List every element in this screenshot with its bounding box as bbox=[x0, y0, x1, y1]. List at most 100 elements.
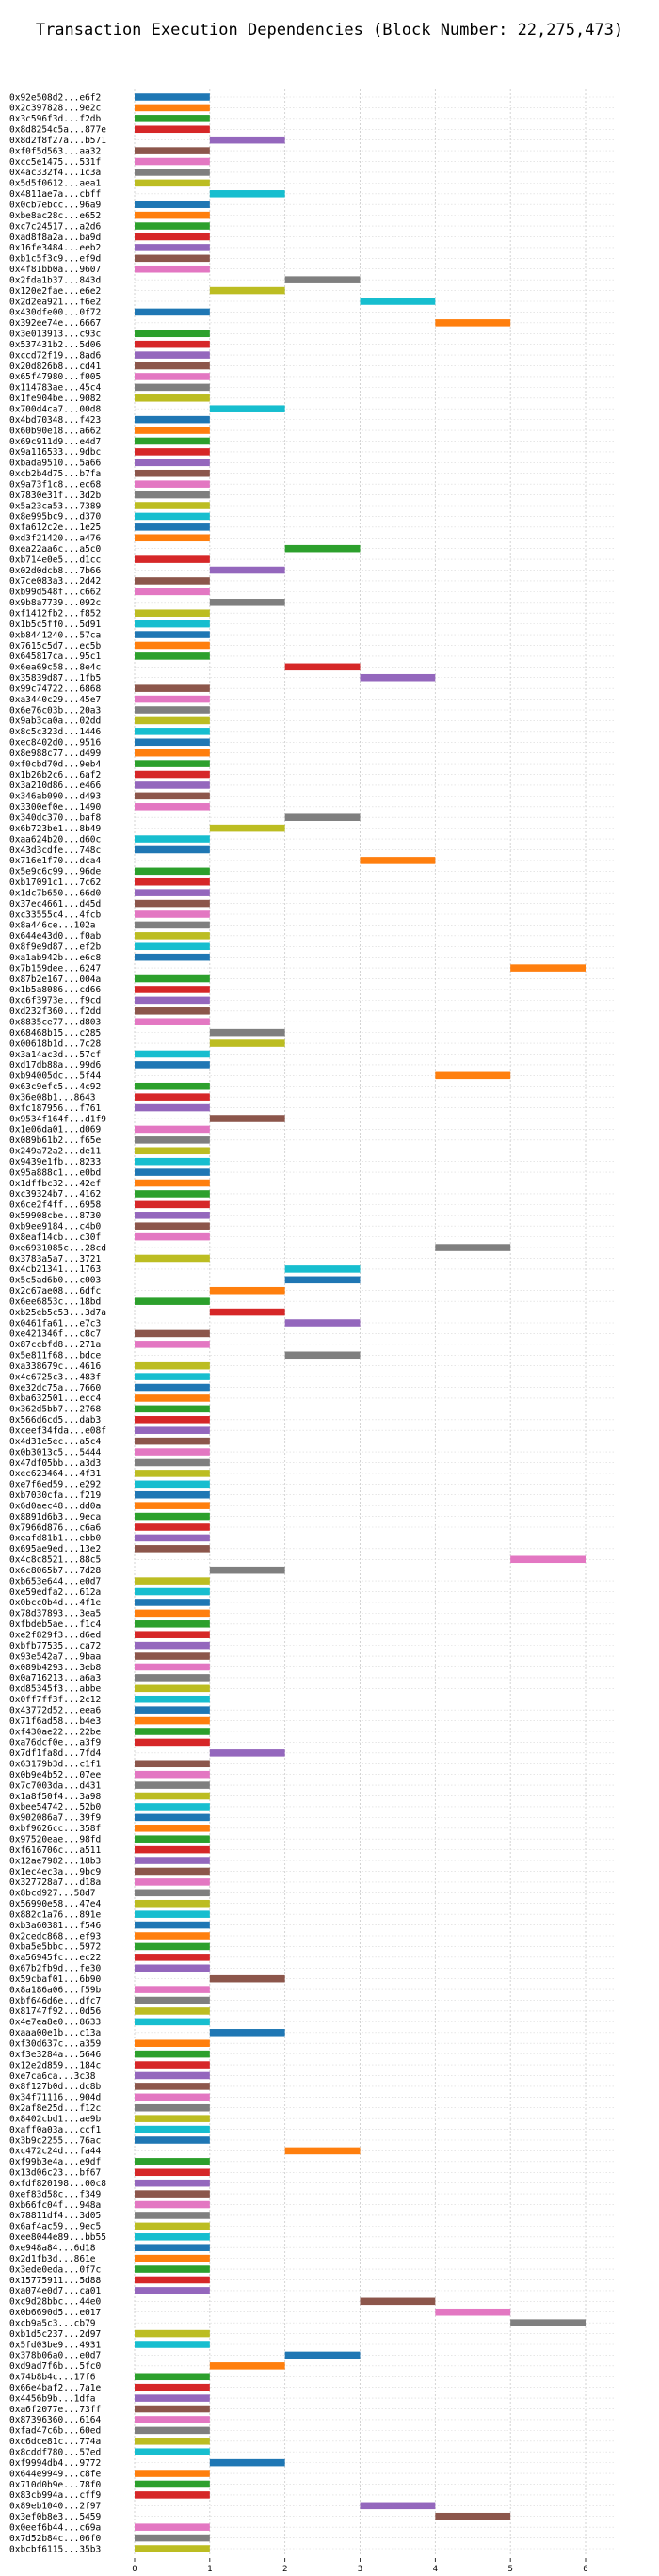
transaction-label: 0xf99b3e4a...e9df bbox=[9, 2157, 101, 2167]
transaction-label: 0x1dffbc32...42ef bbox=[9, 1179, 101, 1189]
transaction-label: 0x7830e31f...3d2b bbox=[9, 491, 102, 501]
transaction-label: 0x8e988c77...d499 bbox=[9, 749, 102, 759]
transaction-label: 0x8eaf14cb...c30f bbox=[9, 1232, 101, 1243]
transaction-label: 0x1e06da01...d069 bbox=[9, 1125, 102, 1135]
transaction-label: 0x99c74722...6868 bbox=[9, 684, 102, 694]
transaction-label: 0x0eef6b44...c69a bbox=[9, 2522, 101, 2533]
transaction-bar bbox=[135, 201, 210, 208]
transaction-label: 0x13d06c23...bf67 bbox=[9, 2168, 101, 2179]
transaction-bar bbox=[209, 2458, 285, 2467]
transaction-label: 0x8e995bc9...d370 bbox=[9, 512, 102, 523]
transaction-label: 0xceef34fda...e08f bbox=[9, 1426, 106, 1437]
transaction-bar bbox=[135, 1964, 210, 1972]
transaction-label: 0x7615c5d7...ec5b bbox=[9, 641, 102, 652]
transaction-bar bbox=[135, 1147, 210, 1155]
transaction-label: 0xd85345f3...abbe bbox=[9, 1684, 102, 1695]
transaction-label: 0x2c397828...9e2c bbox=[9, 104, 101, 114]
transaction-label: 0x089b61b2...f65e bbox=[9, 1135, 102, 1146]
transaction-label: 0xbfb77535...ca72 bbox=[9, 1641, 101, 1651]
transaction-bar bbox=[135, 555, 210, 563]
transaction-bar bbox=[135, 2254, 210, 2262]
transaction-label: 0x9534f164f...d1f9 bbox=[9, 1114, 106, 1124]
transaction-label: 0xaa624b20...d60c bbox=[9, 834, 101, 845]
transaction-bar bbox=[209, 1028, 285, 1037]
transaction-label: 0x3b9c2255...76ac bbox=[9, 2135, 101, 2146]
transaction-label: 0xccd72f19...8ad6 bbox=[9, 350, 102, 361]
transaction-label: 0xee8044e89...bb55 bbox=[9, 2232, 106, 2243]
transaction-bar bbox=[135, 233, 210, 241]
transaction-bar bbox=[135, 1470, 210, 1477]
transaction-label: 0x3ef0b8e3...5459 bbox=[9, 2512, 102, 2522]
transaction-label: 0xf0cbd70d...9eb4 bbox=[9, 759, 102, 769]
transaction-label: 0x644e9949...c8fe bbox=[9, 2469, 102, 2479]
transaction-bar bbox=[135, 1652, 210, 1660]
transaction-bar bbox=[135, 631, 210, 638]
transaction-label: 0x6ee6853c...18bd bbox=[9, 1296, 101, 1307]
transaction-label: 0xa6f2077e...73ff bbox=[9, 2405, 101, 2415]
transaction-bar bbox=[135, 2222, 210, 2230]
transaction-bar bbox=[135, 2179, 210, 2187]
transaction-label: 0x8d2f8f27a...b571 bbox=[9, 136, 106, 146]
transaction-label: 0xcb2b4d75...b7fa bbox=[9, 469, 101, 479]
transaction-bar bbox=[135, 1490, 210, 1499]
transaction-label: 0x12e2d859...184c bbox=[9, 2060, 101, 2070]
transaction-label: 0xbf9626cc...358f bbox=[9, 1824, 101, 1834]
transaction-bar bbox=[284, 1351, 361, 1360]
transaction-label: 0xe421346f...c8c7 bbox=[9, 1329, 101, 1340]
transaction-label: 0x7df1fa8d...7fd4 bbox=[9, 1748, 102, 1759]
transaction-bar bbox=[135, 1781, 210, 1789]
transaction-bar bbox=[135, 1093, 210, 1101]
transaction-bar bbox=[135, 1760, 210, 1768]
transaction-bar bbox=[135, 523, 210, 531]
transaction-label: 0xd232f360...f2dd bbox=[9, 1006, 101, 1017]
transaction-bar bbox=[135, 1684, 210, 1693]
transaction-bar bbox=[135, 1050, 210, 1058]
transaction-label: 0x644e43d0...f0ab bbox=[9, 931, 102, 942]
transaction-label: 0x81747f92...0d56 bbox=[9, 2006, 102, 2017]
transaction-bar bbox=[135, 1103, 210, 1112]
transaction-label: 0xe2f829f3...d6ed bbox=[9, 1631, 101, 1641]
transaction-bar bbox=[135, 2523, 210, 2531]
transaction-bar bbox=[135, 1200, 210, 1209]
transaction-bar bbox=[135, 1222, 210, 1230]
transaction-bar bbox=[135, 427, 210, 434]
transaction-bar bbox=[135, 986, 210, 993]
transaction-label: 0xc6dce81c...774a bbox=[9, 2437, 101, 2447]
transaction-label: 0xe59edfa2...612a bbox=[9, 1587, 101, 1598]
transaction-label: 0x1b5a8086...cd66 bbox=[9, 985, 102, 995]
transaction-label: 0x47df05bb...a3d3 bbox=[9, 1458, 101, 1469]
transaction-bar bbox=[135, 1728, 210, 1735]
transaction-label: 0x12ae7982...18b3 bbox=[9, 1856, 101, 1866]
transaction-label: 0xb17091c1...7c62 bbox=[9, 877, 101, 888]
transaction-bar bbox=[135, 577, 210, 585]
transaction-bar bbox=[135, 1448, 210, 1456]
transaction-label: 0x9a116533...9dbc bbox=[9, 447, 101, 458]
transaction-label: 0x67b2fb9d...fe30 bbox=[9, 1964, 102, 1974]
transaction-bar bbox=[135, 1416, 210, 1424]
transaction-label: 0x87b2e167...004a bbox=[9, 974, 101, 985]
transaction-bar bbox=[135, 1082, 210, 1090]
transaction-bar bbox=[135, 1770, 210, 1779]
transaction-label: 0xe7f6ed59...e292 bbox=[9, 1480, 101, 1490]
transaction-bar bbox=[135, 2416, 210, 2423]
transaction-label: 0x5e811f68...bdce bbox=[9, 1351, 102, 1361]
transaction-bar bbox=[135, 2007, 210, 2015]
transaction-bar bbox=[135, 728, 210, 735]
transaction-label: 0x537431b2...5d06 bbox=[9, 340, 102, 350]
transaction-label: 0xba5e5bbc...5972 bbox=[9, 1942, 101, 1953]
transaction-bar bbox=[209, 1286, 285, 1295]
transaction-label: 0xcc5e1475...531f bbox=[9, 157, 101, 168]
transaction-bar bbox=[135, 469, 210, 477]
transaction-label: 0x8a446ce...102a bbox=[9, 921, 96, 931]
transaction-bar bbox=[135, 448, 210, 456]
transaction-bar bbox=[135, 244, 210, 251]
transaction-bar bbox=[284, 1265, 361, 1273]
transaction-label: 0xb99d548f...c662 bbox=[9, 588, 101, 598]
transaction-label: 0xb8441240...57ca bbox=[9, 630, 101, 640]
transaction-bar bbox=[135, 2545, 210, 2552]
transaction-bar bbox=[135, 502, 210, 509]
transaction-label: 0xe948a84...6d18 bbox=[9, 2244, 96, 2254]
transaction-label: 0xf430ae22...22be bbox=[9, 1727, 102, 1737]
transaction-label: 0xc33555c4...4fcb bbox=[9, 910, 102, 920]
